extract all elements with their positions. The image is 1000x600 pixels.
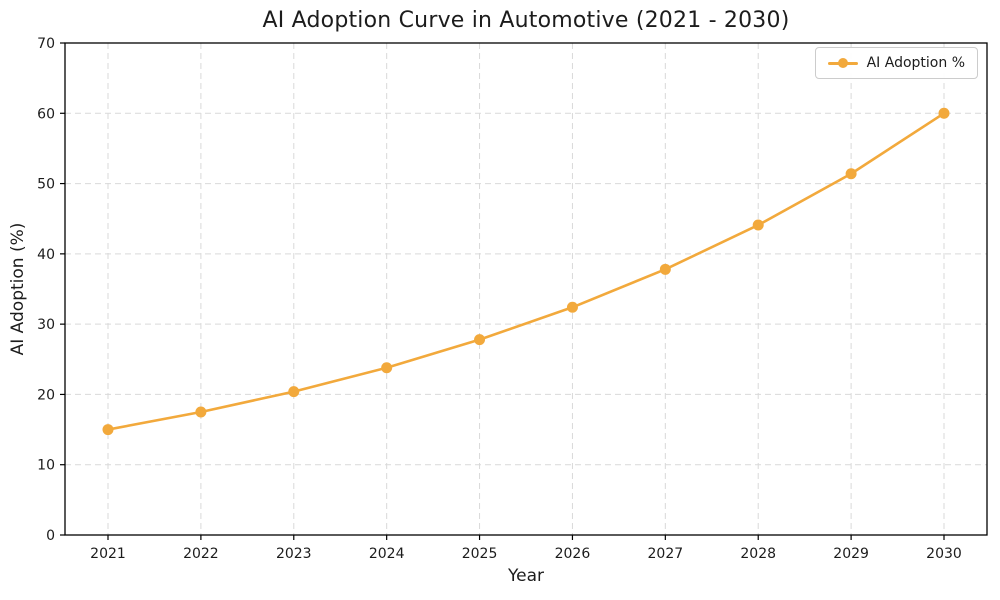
y-tick-label: 50 xyxy=(37,177,55,193)
y-tick-label: 20 xyxy=(37,387,55,403)
data-line xyxy=(106,111,946,431)
data-point-marker xyxy=(938,107,950,119)
data-point-marker xyxy=(102,424,114,436)
y-axis-label: AI Adoption (%) xyxy=(8,222,28,356)
x-tick-label: 2025 xyxy=(462,546,498,562)
data-point-marker xyxy=(288,386,300,398)
axes-spines xyxy=(64,42,988,536)
legend-marker-dot xyxy=(837,58,848,68)
data-point-marker xyxy=(566,301,578,313)
x-tick-label: 2021 xyxy=(90,546,126,562)
data-point-marker xyxy=(845,168,857,180)
x-tick-label: 2026 xyxy=(555,546,591,562)
x-tick-label: 2027 xyxy=(648,546,684,562)
data-point-marker xyxy=(474,334,486,346)
y-tick-label: 30 xyxy=(37,317,55,333)
chart-title: AI Adoption Curve in Automotive (2021 - … xyxy=(262,8,790,33)
data-point-marker xyxy=(381,362,393,374)
data-point-marker xyxy=(659,263,671,275)
x-tick-label: 2024 xyxy=(369,546,405,562)
legend-label: AI Adoption % xyxy=(866,55,965,71)
x-tick-label: 2030 xyxy=(926,546,962,562)
x-tick-label: 2028 xyxy=(740,546,776,562)
y-tick-label: 0 xyxy=(46,528,55,544)
x-axis-label: Year xyxy=(508,566,544,586)
data-point-marker xyxy=(752,219,764,231)
y-tick-label: 70 xyxy=(37,36,55,52)
y-tick-label: 40 xyxy=(37,247,55,263)
x-tick-label: 2029 xyxy=(833,546,869,562)
y-tick-label: 60 xyxy=(37,106,55,122)
data-point-marker xyxy=(195,406,207,418)
legend: AI Adoption % xyxy=(814,47,978,79)
legend-line-marker-icon xyxy=(827,57,858,69)
x-tick-label: 2022 xyxy=(183,546,219,562)
x-tick-label: 2023 xyxy=(276,546,312,562)
y-tick-label: 10 xyxy=(37,458,55,474)
